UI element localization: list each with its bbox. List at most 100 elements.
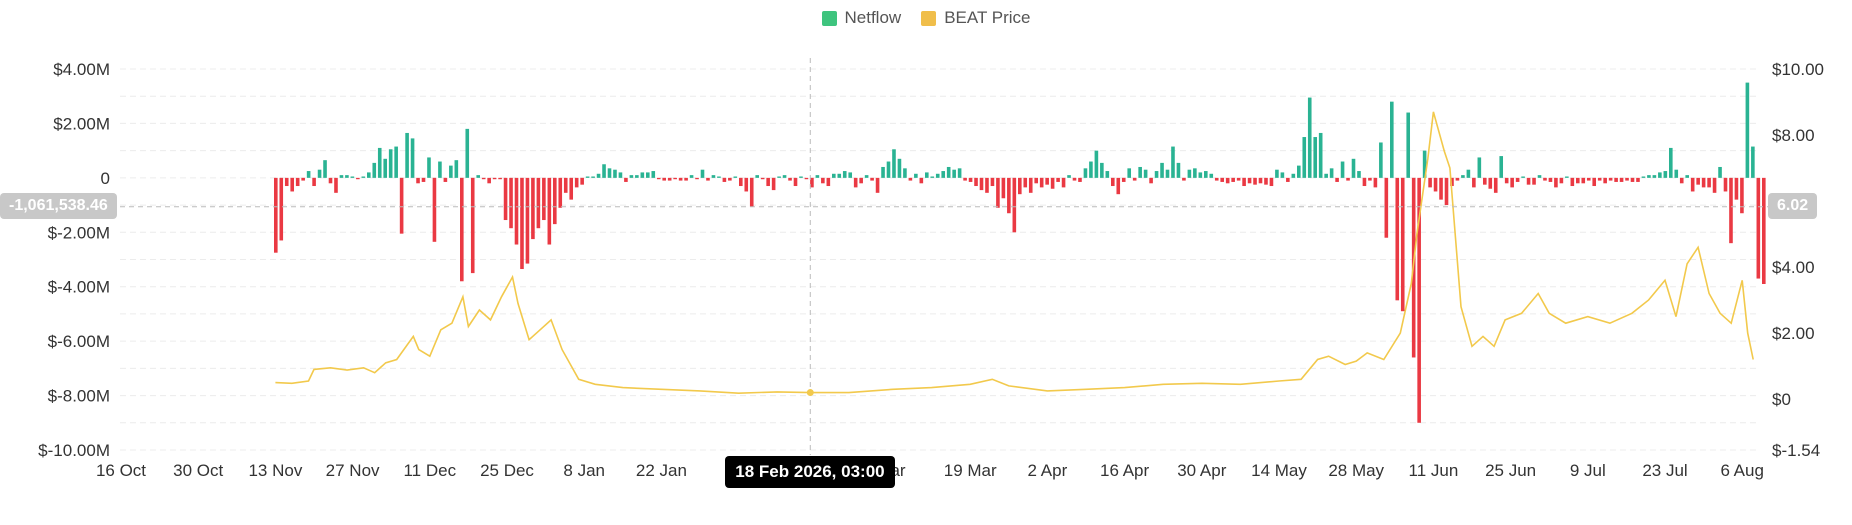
netflow-bar [1165, 169, 1170, 178]
netflow-bar [853, 177, 858, 188]
netflow-bar [1204, 171, 1208, 178]
netflow-bar [667, 177, 672, 181]
netflow-bar [531, 177, 535, 240]
netflow-bar [1149, 177, 1153, 184]
netflow-bars [274, 82, 1766, 423]
netflow-bar [760, 177, 765, 180]
netflow-bar [1701, 177, 1706, 188]
netflow-bar [886, 161, 891, 178]
netflow-bar [963, 177, 967, 181]
netflow-bar [1269, 177, 1274, 187]
netflow-bar [766, 177, 770, 187]
legend-item-price[interactable]: BEAT Price [921, 8, 1030, 28]
netflow-bar [476, 175, 481, 178]
netflow-bar [1543, 177, 1547, 181]
netflow-bar [1390, 101, 1394, 178]
netflow-bar [1384, 177, 1389, 238]
netflow-bar [1619, 177, 1624, 182]
netflow-bar [394, 146, 398, 178]
netflow-bar [1154, 171, 1159, 178]
netflow-bar [525, 177, 530, 264]
netflow-bar [952, 169, 956, 178]
netflow-bar [1455, 177, 1460, 181]
netflow-bar [1318, 132, 1323, 178]
netflow-bar [1351, 158, 1356, 178]
netflow-bar [1001, 177, 1006, 199]
crosshair-right-value: 6.02 [1768, 192, 1818, 219]
netflow-bar [284, 177, 289, 187]
netflow-bar [1307, 97, 1312, 178]
netflow-bar [569, 177, 574, 200]
netflow-bar [1461, 175, 1465, 178]
netflow-bar [974, 177, 978, 187]
netflow-bar [1729, 177, 1733, 244]
legend: Netflow BEAT Price [0, 8, 1852, 28]
right-axis-tick: $2.00 [1772, 324, 1815, 343]
netflow-bar [1723, 177, 1728, 192]
netflow-bar [678, 177, 683, 181]
netflow-bar [1488, 177, 1493, 189]
netflow-bar [925, 172, 929, 178]
netflow-bar [1225, 177, 1230, 184]
netflow-bar [1472, 177, 1476, 188]
legend-swatch-price [921, 10, 937, 26]
netflow-bar [1510, 177, 1514, 188]
netflow-bar [553, 177, 557, 225]
x-axis-tick: 22 Jan [636, 461, 687, 480]
netflow-bar [739, 177, 743, 187]
netflow-bar [361, 176, 366, 178]
netflow-bar [618, 172, 623, 178]
netflow-bar [536, 177, 541, 229]
netflow-bar [520, 177, 524, 270]
netflow-bar [1718, 166, 1722, 178]
legend-swatch-netflow [821, 10, 837, 26]
netflow-bar [1685, 175, 1690, 178]
netflow-bar [1433, 177, 1438, 192]
netflow-bar [607, 168, 612, 178]
x-axis-tick: 19 Mar [944, 461, 997, 480]
netflow-bar [1056, 177, 1060, 182]
netflow-bar [547, 177, 552, 245]
netflow-bar [509, 177, 513, 229]
netflow-bar [1444, 177, 1449, 206]
netflow-bar [1028, 177, 1033, 193]
netflow-bar [771, 177, 776, 191]
netflow-bar [1045, 177, 1049, 185]
netflow-bar [1132, 177, 1137, 181]
netflow-bar [985, 177, 989, 193]
netflow-bar [864, 175, 869, 178]
netflow-bar [1335, 177, 1339, 182]
netflow-bar [563, 177, 568, 193]
netflow-bar [591, 176, 595, 178]
x-axis-ticks: 16 Oct 30 Oct 13 Nov 27 Nov 11 Dec 25 Dec 8 Ja… [96, 461, 1764, 480]
netflow-bar [1297, 165, 1301, 178]
netflow-bar [1023, 177, 1028, 188]
netflow-bar [1302, 137, 1307, 178]
netflow-bar [1083, 168, 1088, 178]
netflow-bar [416, 177, 420, 184]
netflow-bar [722, 177, 727, 182]
netflow-bar [427, 157, 431, 178]
netflow-bar [1630, 177, 1635, 182]
netflow-bar [1499, 156, 1504, 178]
netflow-bar [1740, 177, 1744, 214]
right-axis-tick: $8.00 [1772, 126, 1815, 145]
netflow-bar [432, 177, 437, 242]
netflow-bar [470, 177, 475, 274]
netflow-bar [372, 162, 377, 178]
netflow-bar [1143, 169, 1148, 178]
netflow-bar [815, 175, 820, 178]
netflow-bar [1565, 176, 1569, 178]
netflow-bar [1346, 177, 1350, 181]
netflow-bar [498, 177, 502, 180]
left-axis-tick: $2.00M [53, 114, 110, 133]
netflow-bar [1395, 177, 1400, 301]
netflow-bar [1526, 177, 1531, 185]
x-axis-tick: 13 Nov [248, 461, 302, 480]
netflow-bar [1477, 157, 1482, 178]
netflow-bar [306, 171, 311, 178]
netflow-bar [1608, 177, 1613, 181]
netflow-bar [1100, 162, 1104, 178]
legend-item-netflow[interactable]: Netflow [821, 8, 901, 28]
